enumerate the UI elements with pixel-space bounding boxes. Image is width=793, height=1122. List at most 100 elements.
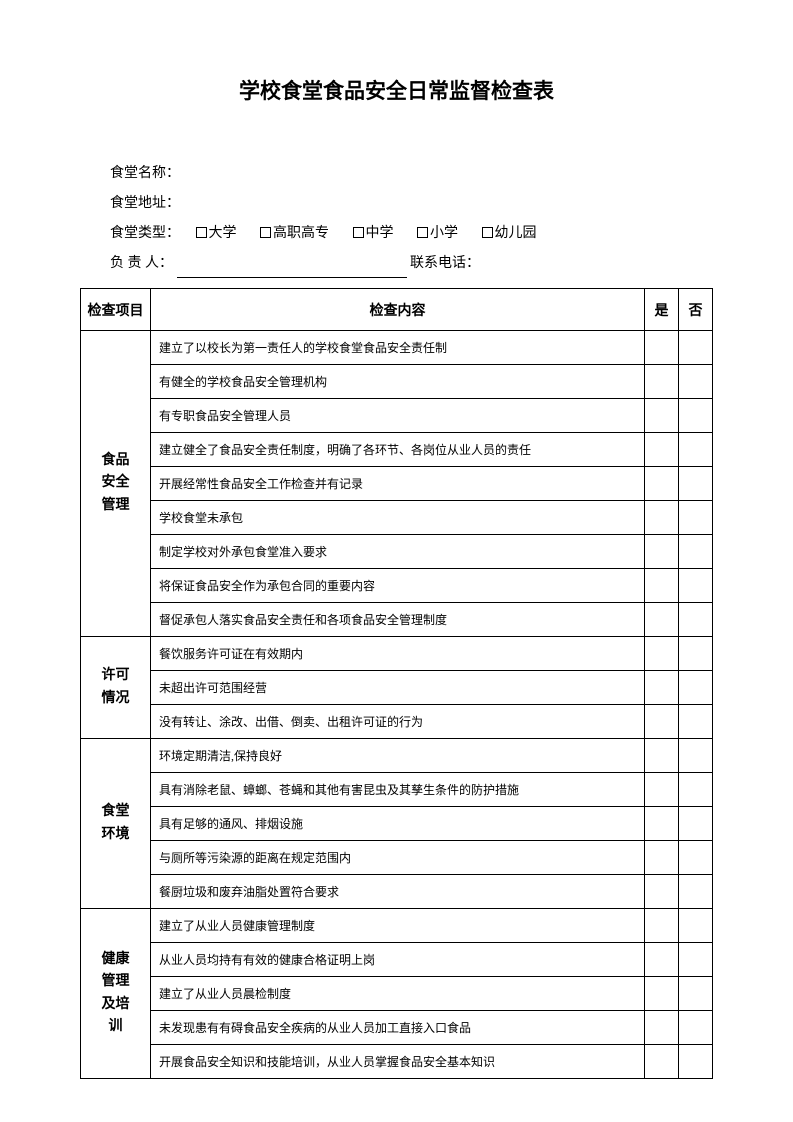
no-cell[interactable]: [679, 603, 713, 637]
checkbox-vocational[interactable]: 高职高专: [260, 226, 329, 241]
content-cell: 有健全的学校食品安全管理机构: [151, 365, 645, 399]
yes-cell[interactable]: [645, 1011, 679, 1045]
table-row: 有专职食品安全管理人员: [81, 399, 713, 433]
no-cell[interactable]: [679, 739, 713, 773]
content-cell: 餐饮服务许可证在有效期内: [151, 637, 645, 671]
content-cell: 餐厨垃圾和废弃油脂处置符合要求: [151, 875, 645, 909]
checkbox-label: 中学: [366, 226, 394, 241]
yes-cell[interactable]: [645, 875, 679, 909]
yes-cell[interactable]: [645, 705, 679, 739]
content-cell: 制定学校对外承包食堂准入要求: [151, 535, 645, 569]
yes-cell[interactable]: [645, 841, 679, 875]
content-cell: 从业人员均持有有效的健康合格证明上岗: [151, 943, 645, 977]
canteen-type-label: 食堂类型：: [110, 226, 180, 241]
yes-cell[interactable]: [645, 977, 679, 1011]
content-cell: 学校食堂未承包: [151, 501, 645, 535]
table-row: 没有转让、涂改、出借、倒卖、出租许可证的行为: [81, 705, 713, 739]
type-checkbox-group: 大学 高职高专 中学 小学 幼儿园: [184, 226, 545, 241]
content-cell: 有专职食品安全管理人员: [151, 399, 645, 433]
inspection-table: 检查项目 检查内容 是 否 食品安全管理建立了以校长为第一责任人的学校食堂食品安…: [80, 288, 713, 1079]
checkbox-label: 幼儿园: [495, 226, 537, 241]
no-cell[interactable]: [679, 365, 713, 399]
no-cell[interactable]: [679, 569, 713, 603]
checkbox-label: 大学: [209, 226, 237, 241]
yes-cell[interactable]: [645, 467, 679, 501]
table-row: 食品安全管理建立了以校长为第一责任人的学校食堂食品安全责任制: [81, 331, 713, 365]
yes-cell[interactable]: [645, 331, 679, 365]
content-cell: 督促承包人落实食品安全责任和各项食品安全管理制度: [151, 603, 645, 637]
no-cell[interactable]: [679, 909, 713, 943]
no-cell[interactable]: [679, 977, 713, 1011]
checkbox-label: 高职高专: [273, 226, 329, 241]
content-cell: 开展食品安全知识和技能培训，从业人员掌握食品安全基本知识: [151, 1045, 645, 1079]
th-content: 检查内容: [151, 289, 645, 331]
no-cell[interactable]: [679, 331, 713, 365]
yes-cell[interactable]: [645, 433, 679, 467]
no-cell[interactable]: [679, 433, 713, 467]
table-row: 与厕所等污染源的距离在规定范围内: [81, 841, 713, 875]
content-cell: 建立了以校长为第一责任人的学校食堂食品安全责任制: [151, 331, 645, 365]
yes-cell[interactable]: [645, 569, 679, 603]
yes-cell[interactable]: [645, 1045, 679, 1079]
yes-cell[interactable]: [645, 943, 679, 977]
th-yes: 是: [645, 289, 679, 331]
table-row: 健康管理及培训建立了从业人员健康管理制度: [81, 909, 713, 943]
content-cell: 建立了从业人员健康管理制度: [151, 909, 645, 943]
content-cell: 开展经常性食品安全工作检查并有记录: [151, 467, 645, 501]
no-cell[interactable]: [679, 399, 713, 433]
no-cell[interactable]: [679, 671, 713, 705]
checkbox-kindergarten[interactable]: 幼儿园: [482, 226, 537, 241]
checkbox-university[interactable]: 大学: [196, 226, 237, 241]
checkbox-primary[interactable]: 小学: [417, 226, 458, 241]
table-row: 开展食品安全知识和技能培训，从业人员掌握食品安全基本知识: [81, 1045, 713, 1079]
no-cell[interactable]: [679, 637, 713, 671]
canteen-name-label: 食堂名称：: [110, 166, 180, 181]
no-cell[interactable]: [679, 705, 713, 739]
person-underline[interactable]: [177, 260, 407, 278]
yes-cell[interactable]: [645, 671, 679, 705]
no-cell[interactable]: [679, 875, 713, 909]
yes-cell[interactable]: [645, 739, 679, 773]
canteen-name-row: 食堂名称：: [110, 160, 713, 188]
checkbox-middle[interactable]: 中学: [353, 226, 394, 241]
no-cell[interactable]: [679, 467, 713, 501]
no-cell[interactable]: [679, 1045, 713, 1079]
person-row: 负 责 人： 联系电话：: [110, 250, 713, 278]
no-cell[interactable]: [679, 943, 713, 977]
content-cell: 建立了从业人员晨检制度: [151, 977, 645, 1011]
yes-cell[interactable]: [645, 365, 679, 399]
table-header-row: 检查项目 检查内容 是 否: [81, 289, 713, 331]
table-row: 将保证食品安全作为承包合同的重要内容: [81, 569, 713, 603]
no-cell[interactable]: [679, 807, 713, 841]
content-cell: 与厕所等污染源的距离在规定范围内: [151, 841, 645, 875]
content-cell: 没有转让、涂改、出借、倒卖、出租许可证的行为: [151, 705, 645, 739]
yes-cell[interactable]: [645, 773, 679, 807]
yes-cell[interactable]: [645, 501, 679, 535]
no-cell[interactable]: [679, 535, 713, 569]
category-cell: 食品安全管理: [81, 331, 151, 637]
category-cell: 许可情况: [81, 637, 151, 739]
yes-cell[interactable]: [645, 637, 679, 671]
content-cell: 未超出许可范围经营: [151, 671, 645, 705]
canteen-address-row: 食堂地址：: [110, 190, 713, 218]
table-row: 许可情况餐饮服务许可证在有效期内: [81, 637, 713, 671]
no-cell[interactable]: [679, 841, 713, 875]
category-cell: 健康管理及培训: [81, 909, 151, 1079]
yes-cell[interactable]: [645, 535, 679, 569]
table-row: 具有消除老鼠、蟑螂、苍蝇和其他有害昆虫及其孳生条件的防护措施: [81, 773, 713, 807]
person-label: 负 责 人：: [110, 256, 173, 271]
no-cell[interactable]: [679, 1011, 713, 1045]
no-cell[interactable]: [679, 773, 713, 807]
table-row: 从业人员均持有有效的健康合格证明上岗: [81, 943, 713, 977]
yes-cell[interactable]: [645, 807, 679, 841]
content-cell: 具有足够的通风、排烟设施: [151, 807, 645, 841]
th-project: 检查项目: [81, 289, 151, 331]
no-cell[interactable]: [679, 501, 713, 535]
table-row: 督促承包人落实食品安全责任和各项食品安全管理制度: [81, 603, 713, 637]
yes-cell[interactable]: [645, 603, 679, 637]
info-section: 食堂名称： 食堂地址： 食堂类型： 大学 高职高专 中学 小学 幼儿园 负 责 …: [110, 160, 713, 278]
table-row: 未超出许可范围经营: [81, 671, 713, 705]
yes-cell[interactable]: [645, 399, 679, 433]
table-row: 开展经常性食品安全工作检查并有记录: [81, 467, 713, 501]
yes-cell[interactable]: [645, 909, 679, 943]
